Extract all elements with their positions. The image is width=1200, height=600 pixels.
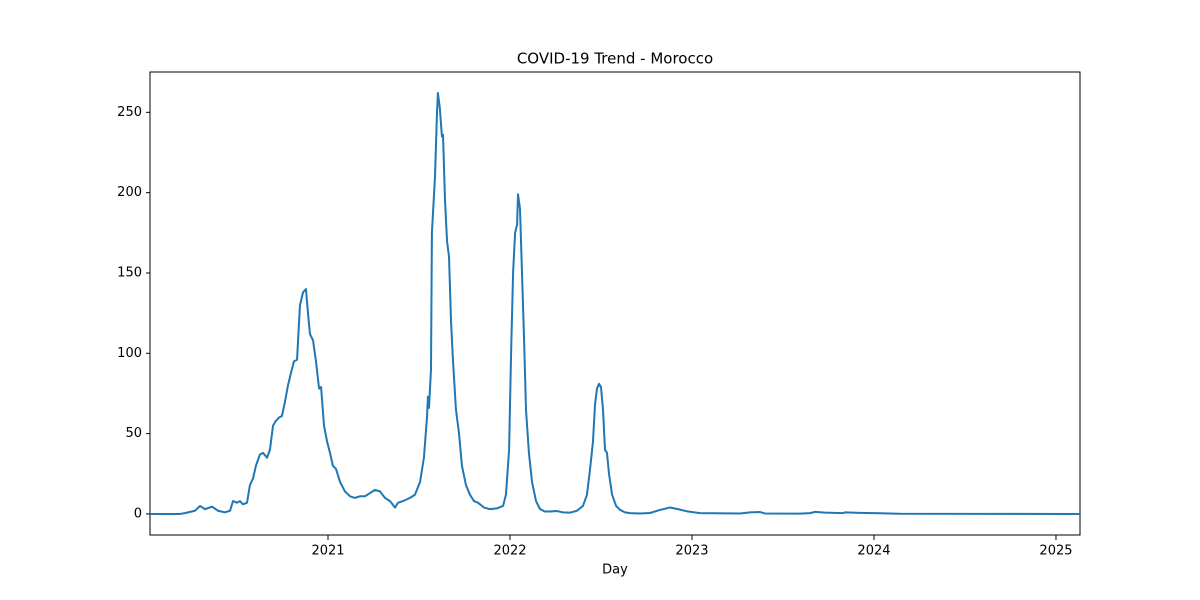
x-tick-label: 2024 (857, 544, 890, 559)
data-line (150, 92, 1081, 515)
x-tick-label: 2023 (675, 544, 708, 559)
y-tick-label: 150 (117, 265, 142, 280)
plot-frame (149, 71, 1081, 536)
y-tick-label: 100 (117, 346, 142, 361)
chart-title: COVID-19 Trend - Morocco (517, 50, 713, 68)
x-axis-label: Day (602, 563, 628, 578)
y-tick-label: 250 (117, 105, 142, 120)
y-tick-label: 0 (134, 506, 142, 521)
y-tick-label: 200 (117, 185, 142, 200)
x-tick-label: 2022 (493, 544, 526, 559)
x-tick-label: 2021 (311, 544, 344, 559)
x-tick-label: 2025 (1039, 544, 1072, 559)
y-tick-label: 50 (125, 426, 142, 441)
